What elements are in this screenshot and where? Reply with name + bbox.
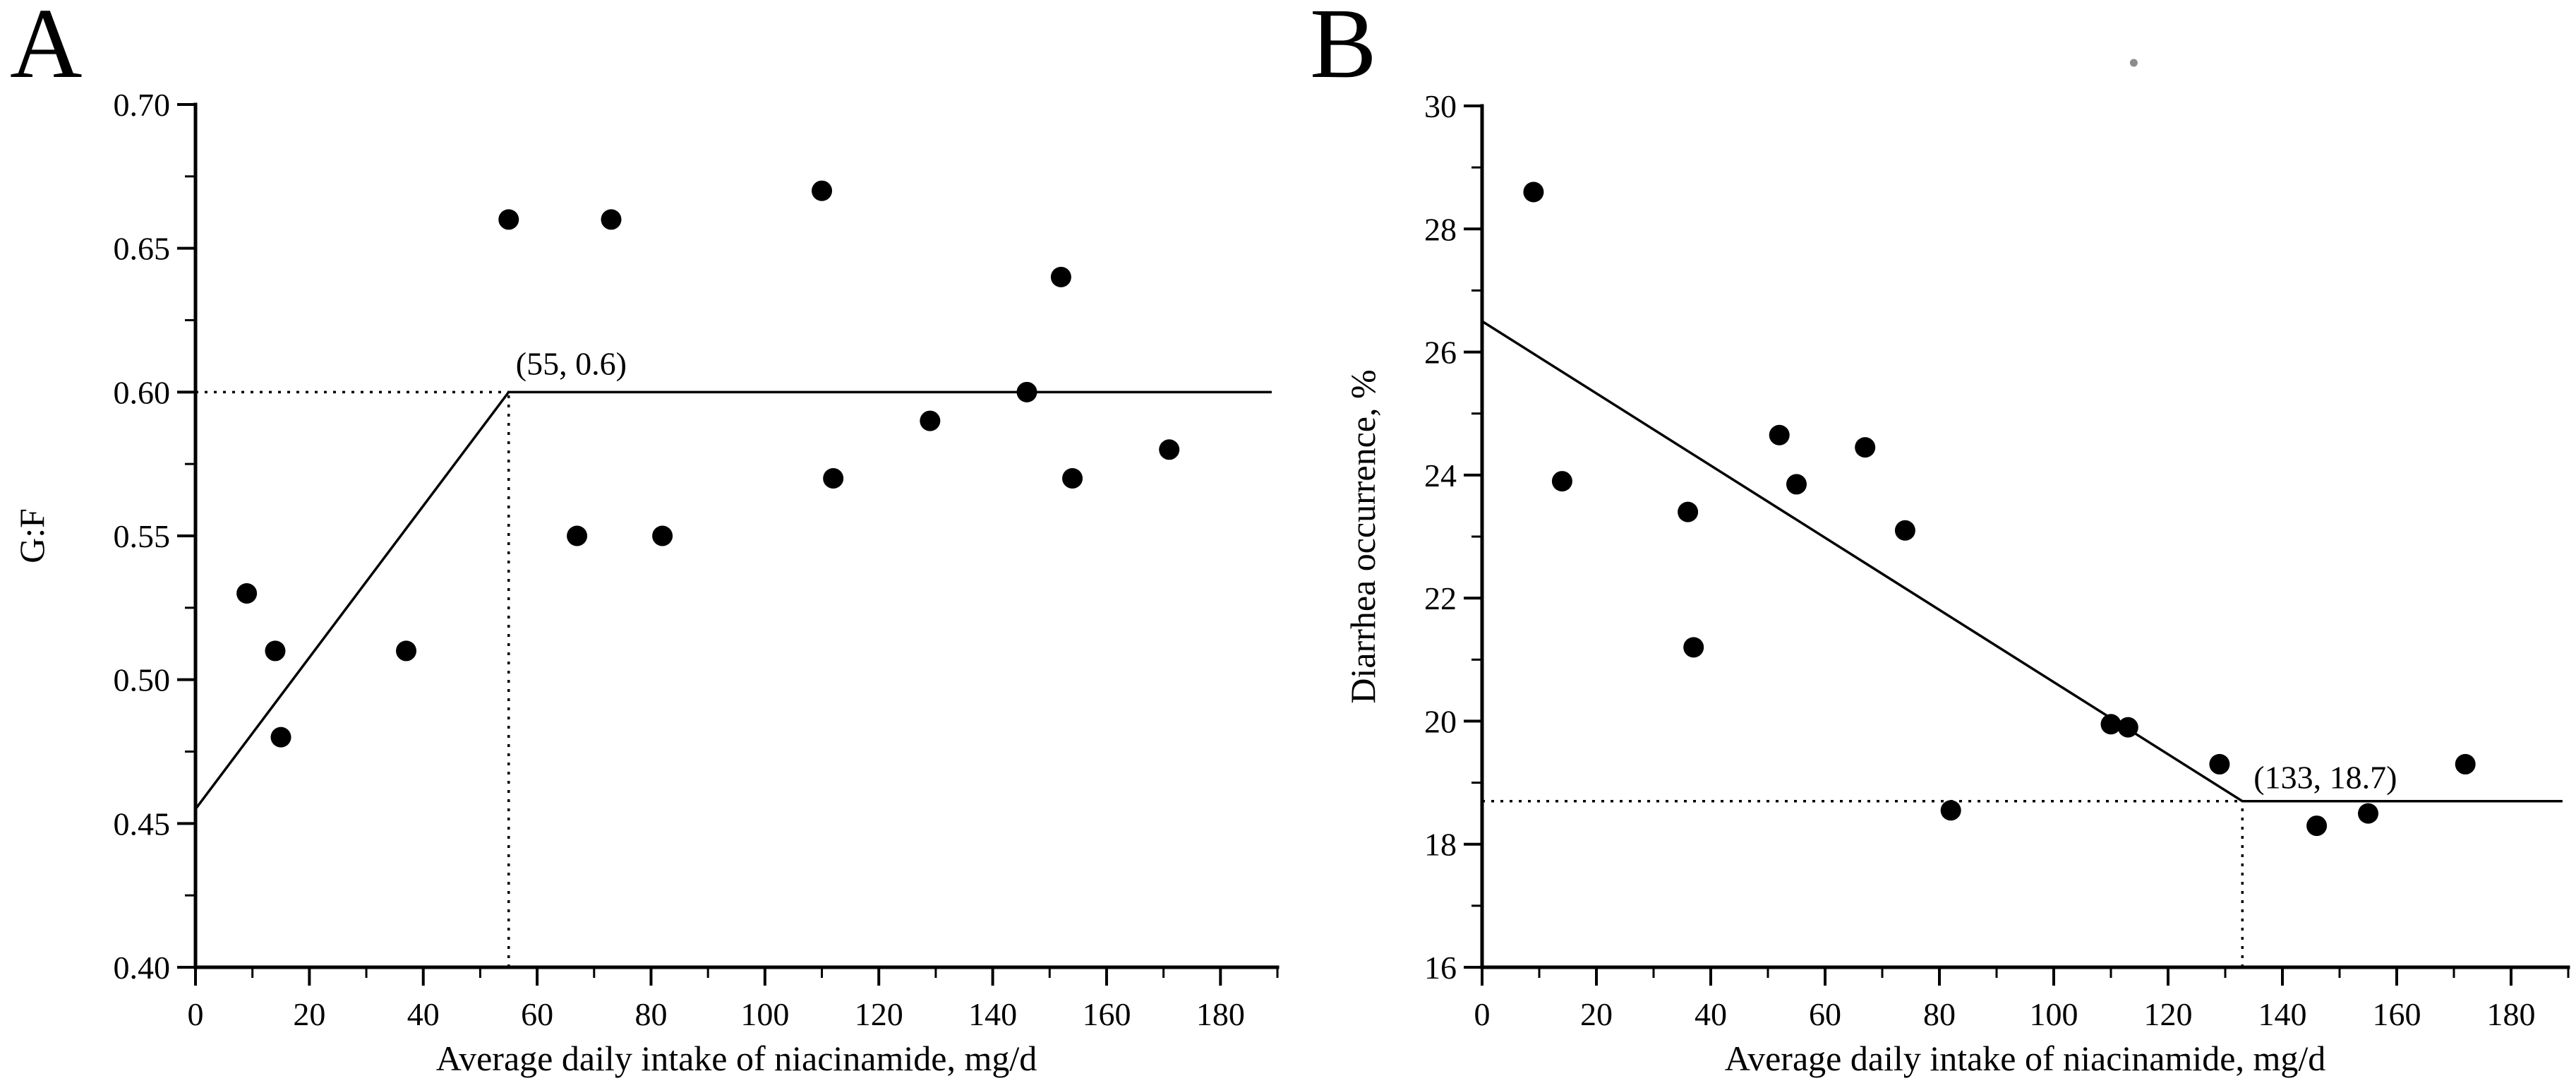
y-tick-label: 26 bbox=[1424, 335, 1457, 371]
data-point bbox=[2306, 815, 2328, 837]
x-tick-label: 180 bbox=[1196, 996, 1245, 1032]
data-point bbox=[2455, 753, 2476, 775]
data-point bbox=[823, 468, 844, 489]
x-tick-label: 160 bbox=[1082, 996, 1131, 1032]
data-point bbox=[1894, 520, 1915, 541]
data-point bbox=[265, 640, 286, 662]
x-tick-label: 160 bbox=[2373, 996, 2421, 1032]
stray-mark bbox=[2129, 59, 2138, 67]
data-point bbox=[1523, 181, 1544, 203]
y-axis-title: G:F bbox=[12, 508, 52, 563]
data-point bbox=[1159, 439, 1180, 460]
y-tick-label: 0.60 bbox=[114, 374, 171, 410]
x-tick-label: 120 bbox=[855, 996, 903, 1032]
data-point bbox=[601, 209, 622, 230]
y-tick-label: 18 bbox=[1424, 827, 1457, 863]
x-tick-label: 140 bbox=[2258, 996, 2307, 1032]
regression-line bbox=[194, 390, 1272, 811]
y-tick-label: 0.50 bbox=[114, 662, 171, 698]
data-point bbox=[1050, 266, 1071, 287]
axis-line bbox=[1480, 104, 2570, 969]
y-tick-label: 16 bbox=[1424, 950, 1457, 986]
y-tick-label: 0.40 bbox=[114, 950, 171, 986]
panel-a-letter: A bbox=[10, 0, 83, 99]
data-point bbox=[652, 525, 673, 546]
data-point bbox=[498, 209, 519, 230]
breakpoint-annotation: (133, 18.7) bbox=[2253, 760, 2397, 796]
y-tick-label: 30 bbox=[1424, 88, 1457, 124]
panel-b-letter: B bbox=[1310, 0, 1377, 99]
data-point bbox=[1678, 501, 1699, 522]
breakpoint-annotation: (55, 0.6) bbox=[516, 345, 627, 381]
data-point bbox=[1786, 474, 1807, 495]
x-tick-label: 60 bbox=[521, 996, 553, 1032]
x-tick-label: 180 bbox=[2487, 996, 2536, 1032]
data-point bbox=[2358, 803, 2378, 824]
data-point bbox=[2209, 753, 2230, 775]
axis-line bbox=[193, 102, 1280, 969]
data-point bbox=[1940, 800, 1961, 821]
y-tick-label: 0.70 bbox=[114, 87, 171, 123]
x-tick-label: 20 bbox=[293, 996, 325, 1032]
data-point bbox=[1769, 424, 1790, 446]
y-tick-label: 22 bbox=[1424, 580, 1457, 616]
x-tick-label: 140 bbox=[968, 996, 1017, 1032]
data-point bbox=[1551, 471, 1572, 492]
x-tick-label: 0 bbox=[188, 996, 204, 1032]
data-point bbox=[396, 640, 417, 662]
x-tick-label: 120 bbox=[2144, 996, 2193, 1032]
y-axis-title: Diarrhea occurrence, % bbox=[1343, 369, 1383, 703]
x-axis-title: Average daily intake of niacinamide, mg/… bbox=[1725, 1039, 2326, 1078]
data-point bbox=[1016, 381, 1037, 402]
x-tick-label: 40 bbox=[1695, 996, 1727, 1032]
data-point bbox=[2117, 717, 2138, 738]
data-point bbox=[812, 180, 833, 201]
x-tick-label: 40 bbox=[407, 996, 440, 1032]
x-tick-label: 0 bbox=[1474, 996, 1491, 1032]
y-tick-label: 0.45 bbox=[114, 806, 171, 842]
y-tick-label: 20 bbox=[1424, 703, 1457, 739]
y-tick-label: 0.55 bbox=[114, 518, 171, 554]
y-tick-label: 28 bbox=[1424, 211, 1457, 247]
data-point bbox=[920, 410, 941, 431]
y-tick-label: 0.65 bbox=[114, 231, 171, 267]
x-tick-label: 100 bbox=[740, 996, 789, 1032]
x-tick-label: 100 bbox=[2030, 996, 2078, 1032]
x-axis-title: Average daily intake of niacinamide, mg/… bbox=[436, 1039, 1037, 1078]
data-point bbox=[1855, 437, 1876, 458]
y-tick-label: 24 bbox=[1424, 458, 1457, 494]
data-point bbox=[567, 525, 588, 546]
panel-a: (55, 0.6) 0.40 0.45 0.50 0.55 0.60 0.65 0.70 0 20… bbox=[12, 87, 1280, 1078]
regression-line bbox=[1481, 320, 2563, 803]
data-point bbox=[2100, 714, 2121, 735]
panel-b: (133, 18.7) 16 18 20 22 24 26 28 30 0 20 40 60 80 100 1… bbox=[1343, 59, 2570, 1078]
data-point bbox=[1683, 637, 1704, 658]
data-point bbox=[236, 582, 258, 604]
data-point bbox=[1062, 468, 1083, 489]
x-tick-label: 20 bbox=[1580, 996, 1613, 1032]
x-tick-label: 80 bbox=[634, 996, 667, 1032]
x-tick-label: 60 bbox=[1809, 996, 1841, 1032]
data-point bbox=[270, 727, 291, 748]
x-tick-label: 80 bbox=[1923, 996, 1956, 1032]
